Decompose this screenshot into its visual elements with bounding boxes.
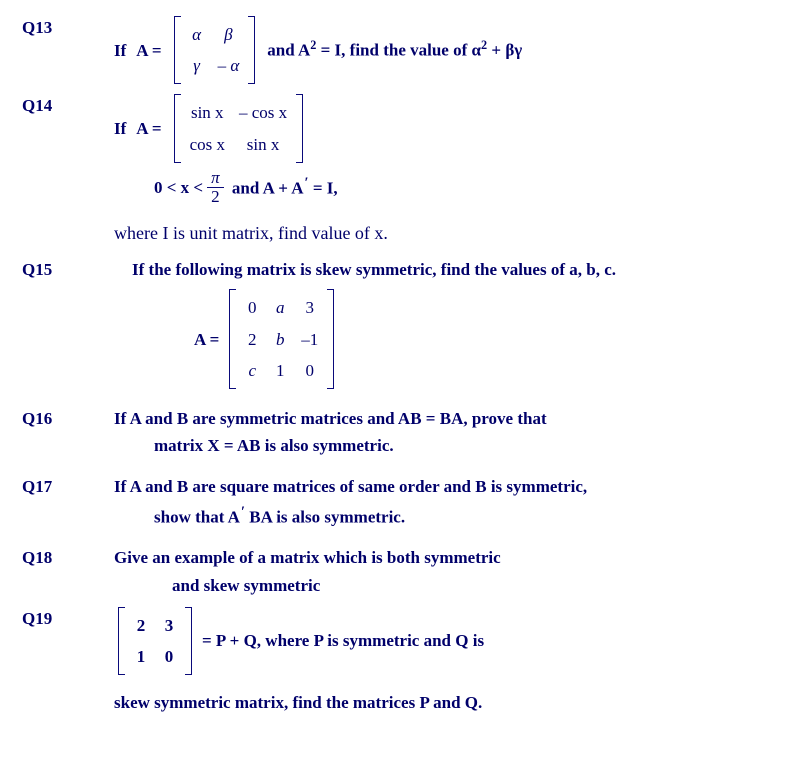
q14-matrix: sin x – cos x cos x sin x — [174, 94, 304, 162]
q18-line1: Give an example of a matrix which is bot… — [114, 544, 784, 571]
q14-line2: 0 < x < π 2 and A + Aʹ = I, — [114, 169, 784, 206]
q15-label: Q15 — [22, 256, 114, 280]
q18-label: Q18 — [22, 544, 114, 568]
q13-matrix: α β γ – α — [174, 16, 256, 84]
q16-line2: matrix X = AB is also symmetric. — [114, 432, 784, 459]
q14-label: Q14 — [22, 92, 114, 116]
q15-matrix-line: A = 0 a 3 2 b –1 c 1 0 — [114, 289, 784, 389]
q14-line1: If A = sin x – cos x cos x sin x — [114, 94, 784, 162]
q16-body: If A and B are symmetric matrices and AB… — [114, 405, 784, 459]
q16-line1: If A and B are symmetric matrices and AB… — [114, 405, 784, 432]
question-18: Q18 Give an example of a matrix which is… — [22, 544, 784, 598]
q14-body: If A = sin x – cos x cos x sin x 0 < x <… — [114, 92, 784, 250]
question-14: Q14 If A = sin x – cos x cos x sin x 0 <… — [22, 92, 784, 250]
q19-line2: skew symmetric matrix, find the matrices… — [114, 689, 784, 716]
q13-Aeq: A = — [126, 37, 169, 64]
q19-label: Q19 — [22, 605, 114, 629]
question-15: Q15 If the following matrix is skew symm… — [22, 256, 784, 391]
question-17: Q17 If A and B are square matrices of sa… — [22, 473, 784, 530]
question-16: Q16 If A and B are symmetric matrices an… — [22, 405, 784, 459]
q18-line2: and skew symmetric — [114, 572, 784, 599]
q17-line1: If A and B are square matrices of same o… — [114, 473, 784, 500]
q15-body: If the following matrix is skew symmetri… — [114, 256, 784, 391]
q17-body: If A and B are square matrices of same o… — [114, 473, 784, 530]
q15-matrix: 0 a 3 2 b –1 c 1 0 — [229, 289, 334, 389]
q18-body: Give an example of a matrix which is bot… — [114, 544, 784, 598]
q14-Aeq: A = — [126, 115, 169, 142]
q13-body: If A = α β γ – α and A2 = I, find the va… — [114, 14, 784, 86]
q19-matrix: 2 3 1 0 — [118, 607, 192, 675]
question-13: Q13 If A = α β γ – α and A2 = I, find th… — [22, 14, 784, 86]
q17-line2: show that Aʹ BA is also symmetric. — [114, 501, 784, 531]
q16-label: Q16 — [22, 405, 114, 429]
q13-line1: If A = α β γ – α and A2 = I, find the va… — [114, 16, 784, 84]
q13-if: If — [114, 37, 126, 64]
q14-frac: π 2 — [207, 169, 224, 206]
q14-line3: where I is unit matrix, find value of x. — [114, 219, 784, 248]
q13-label: Q13 — [22, 14, 114, 38]
q19-body: 2 3 1 0 = P + Q, where P is symmetric an… — [114, 605, 784, 717]
q13-tail: and A2 = I, find the value of α2 + βγ — [259, 36, 522, 64]
q17-label: Q17 — [22, 473, 114, 497]
q14-if: If — [114, 115, 126, 142]
q15-line1: If the following matrix is skew symmetri… — [114, 256, 784, 283]
question-19: Q19 2 3 1 0 = P + Q, where P is symmetri… — [22, 605, 784, 717]
q19-line1: 2 3 1 0 = P + Q, where P is symmetric an… — [114, 607, 784, 675]
